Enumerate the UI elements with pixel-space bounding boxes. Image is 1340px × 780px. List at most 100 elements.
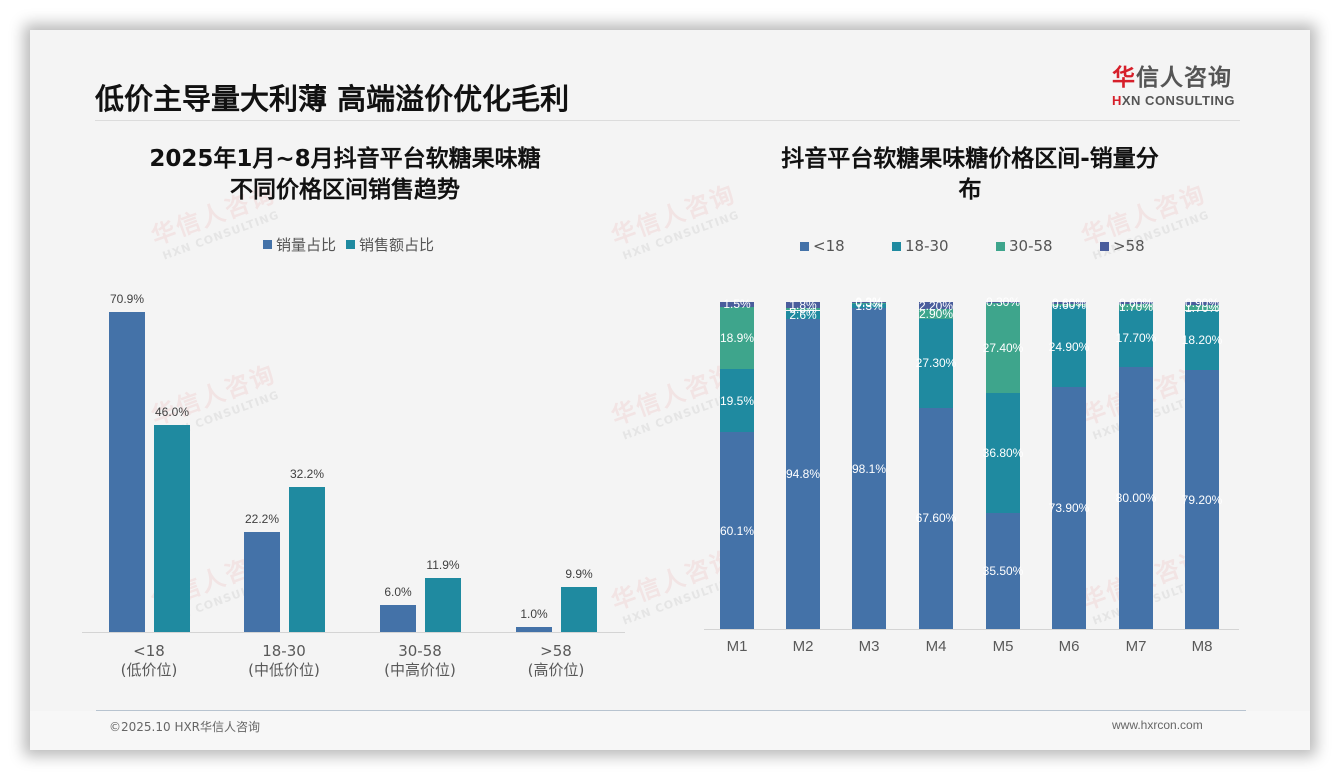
stacked-segment[interactable] [786, 310, 820, 319]
footer-copyright: ©2025.10 HXR华信人咨询 [109, 720, 261, 734]
logo-cn-mark: 华 [1112, 65, 1136, 91]
bar[interactable] [380, 604, 416, 632]
category-name: 30-58 [398, 642, 442, 660]
right-chart-title: 抖音平台软糖果味糖价格区间-销量分 布 [730, 144, 1210, 206]
bar[interactable] [154, 424, 190, 632]
stacked-segment[interactable] [1052, 387, 1086, 629]
stacked-segment[interactable] [986, 302, 1020, 303]
stacked-segment[interactable] [1185, 310, 1219, 370]
stacked-segment[interactable] [852, 303, 886, 309]
stacked-segment[interactable] [986, 302, 1020, 393]
right-chart-legend: <18 18-30 30-58 >58 [800, 237, 1145, 255]
segment-value-label: 0.60% [1051, 295, 1087, 310]
month-label: M8 [1191, 638, 1213, 655]
stacked-segment[interactable] [720, 368, 754, 433]
watermark-en: HXN CONSULTING [620, 208, 742, 263]
segment-value-label: 19.5% [719, 393, 755, 408]
bar-value-label: 70.9% [109, 292, 145, 307]
stacked-segment[interactable] [852, 302, 886, 304]
right-x-axis [704, 629, 1239, 630]
segment-value-label: 0.90% [1184, 296, 1220, 311]
segment-value-label: 17.70% [1115, 331, 1157, 346]
stacked-segment[interactable] [1119, 303, 1153, 310]
bar-value-label: 11.9% [426, 558, 460, 573]
title-divider [95, 120, 1240, 121]
bar-value-label: 46.0% [154, 404, 190, 419]
watermark-cn: 华信人咨询 [607, 179, 740, 251]
bar-value-label: 32.2% [289, 466, 325, 481]
left-chart-title: 2025年1月~8月抖音平台软糖果味糖 不同价格区间销售趋势 [100, 144, 590, 206]
bar[interactable] [244, 531, 280, 632]
legend-swatch [892, 241, 901, 251]
watermark-cn: 华信人咨询 [147, 359, 280, 431]
stacked-segment[interactable] [1185, 304, 1219, 311]
left-x-axis [82, 632, 625, 633]
footer-website[interactable]: www.hxrcon.com [1112, 718, 1203, 732]
segment-value-label: 1.5% [723, 297, 751, 312]
month-label: M4 [925, 638, 947, 655]
page-title: 低价主导量大利薄 高端溢价优化毛利 [95, 82, 570, 116]
category-label: 30-58 (中高价位) [360, 642, 480, 680]
stacked-segment[interactable] [1119, 302, 1153, 304]
legend-item-sales-amount: 销售额占比 [346, 234, 434, 255]
segment-value-label: 0.30% [985, 295, 1021, 310]
bar[interactable] [516, 627, 552, 632]
legend-label: 销售额占比 [359, 236, 435, 254]
month-label: M6 [1058, 638, 1080, 655]
segment-value-label: 80.00% [1115, 491, 1157, 506]
legend-label: <18 [813, 237, 845, 255]
stacked-segment[interactable] [852, 308, 886, 629]
stacked-segment[interactable] [1119, 367, 1153, 629]
stacked-segment[interactable] [1052, 305, 1086, 388]
segment-value-label: 0.3% [855, 295, 883, 310]
footer-divider [96, 710, 1246, 711]
category-sublabel: (高价位) [527, 661, 585, 679]
stacked-segment[interactable] [986, 512, 1020, 629]
bar[interactable] [109, 312, 145, 632]
stacked-segment[interactable] [786, 302, 820, 308]
bar[interactable] [289, 486, 325, 632]
segment-value-label: 18.9% [719, 330, 755, 345]
stacked-segment[interactable] [786, 307, 820, 311]
stacked-segment[interactable] [1052, 302, 1086, 304]
legend-item-sales-volume: 销量占比 [263, 234, 336, 255]
bar-value-label: 22.2% [244, 511, 280, 526]
right-chart-title-line2: 布 [958, 177, 982, 203]
legend-item-lt18: <18 [800, 237, 892, 255]
legend-label: 18-30 [905, 237, 949, 255]
segment-value-label: 27.40% [982, 340, 1024, 355]
segment-value-label: 2.20% [918, 298, 954, 313]
stacked-segment[interactable] [1052, 303, 1086, 306]
stacked-segment[interactable] [720, 432, 754, 629]
logo-en-text: XN CONSULTING [1121, 93, 1236, 108]
legend-swatch [1100, 241, 1109, 251]
segment-value-label: 0.3% [855, 296, 883, 311]
bar[interactable] [425, 578, 461, 632]
stacked-segment[interactable] [1119, 309, 1153, 368]
stacked-segment[interactable] [1185, 302, 1219, 305]
category-sublabel: (低价位) [120, 661, 178, 679]
month-label: M7 [1125, 638, 1147, 655]
bar[interactable] [561, 587, 597, 632]
category-label: 18-30 (中低价位) [224, 642, 344, 680]
stacked-segment[interactable] [919, 318, 953, 408]
stacked-segment[interactable] [919, 407, 953, 629]
stacked-segment[interactable] [986, 392, 1020, 513]
category-name: >58 [540, 642, 572, 660]
stacked-segment[interactable] [919, 309, 953, 319]
bar-value-label: 9.9% [565, 567, 593, 582]
legend-swatch [800, 241, 809, 251]
stacked-segment[interactable] [852, 302, 886, 303]
segment-value-label: 98.1% [851, 461, 887, 476]
stacked-segment[interactable] [786, 319, 820, 629]
segment-value-label: 1.8% [789, 297, 817, 312]
stacked-segment[interactable] [720, 306, 754, 369]
category-label: <18 (低价位) [89, 642, 209, 680]
stacked-segment[interactable] [1185, 370, 1219, 629]
stacked-segment[interactable] [720, 302, 754, 307]
left-chart-title-line2: 不同价格区间销售趋势 [230, 177, 460, 203]
stacked-segment[interactable] [919, 302, 953, 310]
legend-label: 销量占比 [276, 236, 337, 254]
segment-value-label: 2.90% [918, 306, 954, 321]
legend-swatch [346, 240, 356, 249]
